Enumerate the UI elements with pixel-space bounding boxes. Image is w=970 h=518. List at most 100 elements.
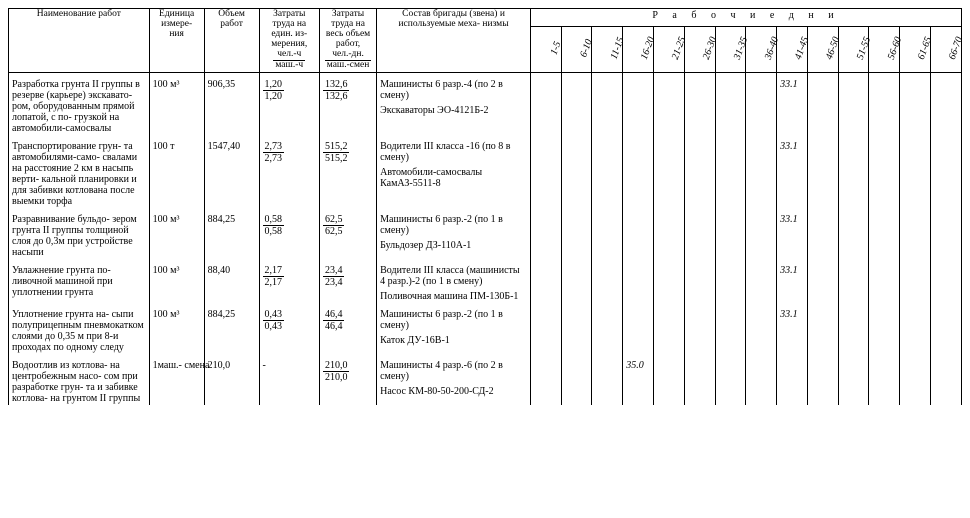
cell-labor-total: 132,6132,6 [319,72,376,135]
cell-day [623,72,654,135]
cell-day [900,208,931,259]
cell-unit: 100 м³ [149,259,204,303]
cell-day [592,208,623,259]
cell-day [561,354,592,405]
cell-day [530,208,561,259]
cell-day [715,208,746,259]
hdr-labor-total-bot: маш.-смен [325,61,372,71]
cell-day [530,259,561,303]
hdr-name: Наименование работ [9,9,150,73]
cell-day [561,72,592,135]
cell-unit: 1маш.- смена [149,354,204,405]
cell-day [930,208,961,259]
cell-day [684,259,715,303]
cell-day [900,72,931,135]
cell-crew: Машинисты 6 разр.-4 (по 2 в смену)Экскав… [377,72,531,135]
cell-day [623,208,654,259]
cell-day [869,354,900,405]
cell-day [869,72,900,135]
cell-day [838,135,869,208]
cell-volume: 210,0 [204,354,259,405]
cell-volume: 884,25 [204,208,259,259]
cell-day [930,135,961,208]
cell-day: 33.1 [777,208,808,259]
cell-crew: Машинисты 4 разр.-6 (по 2 в смену)Насос … [377,354,531,405]
hdr-labor-total: Затраты труда на весь объем работ, чел.-… [319,9,376,73]
cell-volume: 88,40 [204,259,259,303]
cell-labor-unit: 2,732,73 [259,135,319,208]
cell-day [838,259,869,303]
cell-day [561,208,592,259]
cell-day [807,135,838,208]
cell-day [807,259,838,303]
cell-day [869,208,900,259]
cell-day [684,303,715,354]
hdr-days-title: Р а б о ч и е д н и [530,9,961,27]
cell-day [623,135,654,208]
table-row: Уплотнение грунта на- сыпи полуприцепным… [9,303,962,354]
cell-day [930,303,961,354]
cell-day: 33.1 [777,259,808,303]
cell-crew: Машинисты 6 разр.-2 (по 1 в смену)Каток … [377,303,531,354]
cell-day [900,135,931,208]
cell-day [807,354,838,405]
cell-unit: 100 м³ [149,208,204,259]
cell-labor-total: 46,446,4 [319,303,376,354]
cell-unit: 100 т [149,135,204,208]
cell-labor-unit: 0,580,58 [259,208,319,259]
cell-labor-unit: 1,201,20 [259,72,319,135]
cell-labor-total: 210,0210,0 [319,354,376,405]
table-body: Разработка грунта II группы в резерве (к… [9,72,962,405]
cell-name: Уплотнение грунта на- сыпи полуприцепным… [9,303,150,354]
cell-day [746,72,777,135]
cell-day [561,303,592,354]
cell-day [930,259,961,303]
cell-day [530,135,561,208]
cell-day [684,72,715,135]
cell-day [561,135,592,208]
cell-day [561,259,592,303]
table-row: Увлажнение грунта по- ливочной машиной п… [9,259,962,303]
cell-volume: 1547,40 [204,135,259,208]
cell-crew: Водители III класса -16 (по 8 в смену)Ав… [377,135,531,208]
hdr-volume: Объем работ [204,9,259,73]
table-row: Транспортирование грун- та автомобилями-… [9,135,962,208]
hdr-labor-unit-text: Затраты труда на един. из- мерения, [271,9,307,49]
cell-unit: 100 м³ [149,303,204,354]
hdr-labor-total-text: Затраты труда на весь объем работ, [326,9,370,49]
cell-day [654,259,685,303]
cell-day [654,354,685,405]
cell-day [715,135,746,208]
hdr-day-0: 1-5 [530,26,561,72]
cell-name: Водоотлив из котлова- на центробежным на… [9,354,150,405]
table-row: Разработка грунта II группы в резерве (к… [9,72,962,135]
work-schedule-table: Наименование работ Единица измере- ния О… [8,8,962,405]
cell-day [746,303,777,354]
cell-day [530,72,561,135]
cell-day: 33.1 [777,303,808,354]
cell-name: Разравнивание бульдо- зером грунта II гр… [9,208,150,259]
cell-day [838,208,869,259]
cell-day [930,72,961,135]
cell-day [715,303,746,354]
cell-day [838,303,869,354]
cell-day [592,259,623,303]
cell-day [746,259,777,303]
cell-day [715,259,746,303]
cell-day [930,354,961,405]
cell-day [592,135,623,208]
cell-day [838,354,869,405]
cell-day [746,208,777,259]
table-row: Водоотлив из котлова- на центробежным на… [9,354,962,405]
cell-day [623,303,654,354]
cell-day [869,303,900,354]
cell-labor-total: 515,2515,2 [319,135,376,208]
cell-labor-unit: 0,430,43 [259,303,319,354]
cell-day [900,354,931,405]
cell-labor-total: 62,562,5 [319,208,376,259]
cell-day [654,135,685,208]
cell-labor-unit: - [259,354,319,405]
cell-day [869,259,900,303]
cell-day [684,208,715,259]
hdr-labor-unit: Затраты труда на един. из- мерения, чел.… [259,9,319,73]
